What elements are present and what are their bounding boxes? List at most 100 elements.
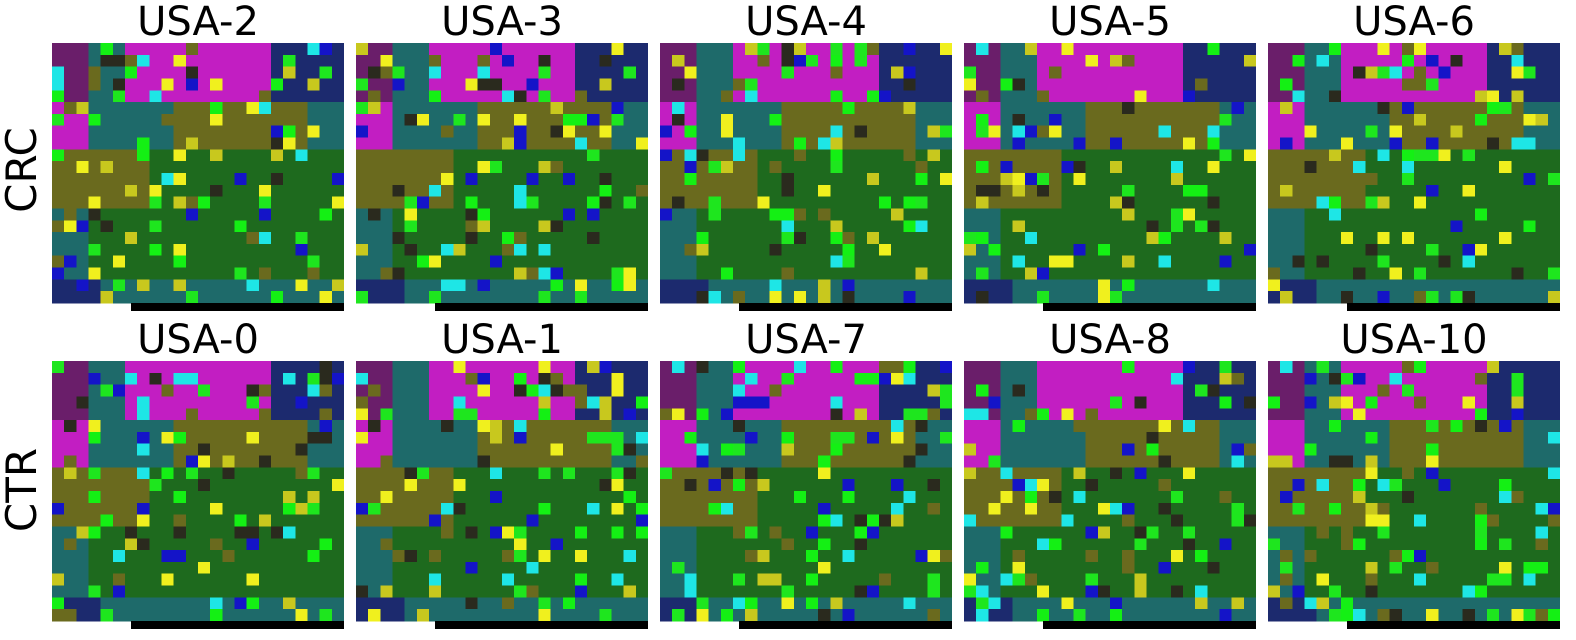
heatmap-cell <box>1110 361 1123 374</box>
heatmap-cell <box>173 43 187 56</box>
heatmap-cell <box>392 173 406 186</box>
heatmap-cell <box>818 255 831 269</box>
heatmap-cell <box>137 267 150 280</box>
heatmap-cell <box>404 420 418 433</box>
heatmap-cell <box>1024 255 1038 269</box>
heatmap-cell <box>502 184 515 198</box>
heatmap-cell <box>514 54 527 68</box>
heatmap-cell <box>1414 279 1427 292</box>
heatmap-cell <box>1037 78 1050 91</box>
heatmap-cell <box>1365 420 1379 433</box>
heatmap-cell <box>1219 372 1233 386</box>
heatmap-cell <box>733 243 746 257</box>
heatmap-cell <box>477 78 491 91</box>
heatmap-cell <box>404 78 418 91</box>
heatmap-cell <box>380 526 394 539</box>
heatmap-cell <box>331 420 344 433</box>
heatmap-cell <box>1316 78 1330 91</box>
heatmap-cell <box>331 66 344 80</box>
heatmap-cell <box>1024 491 1038 504</box>
heatmap-cell <box>1499 208 1512 221</box>
heatmap-cell <box>210 196 223 210</box>
heatmap-cell <box>538 431 552 445</box>
heatmap-cell <box>64 431 77 445</box>
heatmap-cell <box>988 372 1002 386</box>
heatmap-cell <box>52 255 65 269</box>
heatmap-cell <box>538 455 552 468</box>
heatmap-cell <box>1547 255 1560 269</box>
heatmap-cell <box>611 573 625 587</box>
heatmap-cell <box>258 125 272 139</box>
heatmap-cell <box>1450 43 1464 56</box>
heatmap-cell <box>1146 54 1160 68</box>
heatmap-cell <box>380 408 394 421</box>
heatmap-cell <box>502 502 515 516</box>
heatmap-cell <box>526 232 540 245</box>
heatmap-cell <box>76 66 90 80</box>
heatmap-cell <box>1170 78 1184 91</box>
heatmap-cell <box>1353 161 1366 174</box>
heatmap-cell <box>1024 149 1038 162</box>
panel-usa-10: USA-10 <box>1268 318 1560 630</box>
heatmap-cell <box>271 291 284 304</box>
heatmap-cell <box>1328 372 1342 386</box>
heatmap-cell <box>1122 455 1135 468</box>
heatmap-cell <box>112 408 126 421</box>
heatmap-cell <box>416 66 430 80</box>
heatmap-cell <box>149 279 163 292</box>
heatmap-cell <box>258 467 272 480</box>
heatmap-cell <box>1341 396 1354 409</box>
heatmap-cell <box>1061 479 1075 492</box>
heatmap-cell <box>1511 43 1525 56</box>
heatmap-cell <box>587 443 600 457</box>
heatmap-cell <box>502 173 515 186</box>
heatmap-cell <box>587 255 600 269</box>
heatmap-cell <box>271 243 284 257</box>
heatmap-cell <box>149 232 163 245</box>
heatmap-cell <box>392 113 406 127</box>
heatmap-cell <box>1231 408 1245 421</box>
heatmap-cell <box>1401 267 1415 280</box>
heatmap-cell <box>173 102 187 115</box>
heatmap-cell <box>879 408 892 421</box>
heatmap-cell <box>1377 243 1391 257</box>
heatmap-cell <box>587 125 600 139</box>
heatmap-cell <box>88 372 102 386</box>
heatmap-cell <box>1170 113 1184 127</box>
heatmap-cell <box>1170 467 1184 480</box>
heatmap-cell <box>234 573 248 587</box>
heatmap-cell <box>465 384 479 398</box>
heatmap-cell <box>453 243 467 257</box>
heatmap-cell <box>757 396 771 409</box>
heatmap-cell <box>1365 243 1379 257</box>
heatmap-cell <box>1304 184 1318 198</box>
heatmap-cell <box>903 90 917 103</box>
heatmap-cell <box>1243 550 1256 563</box>
heatmap-cell <box>137 502 150 516</box>
heatmap-cell <box>1547 173 1560 186</box>
heatmap-cell <box>1097 125 1111 139</box>
heatmap-cell <box>1487 196 1500 210</box>
heatmap-cell <box>112 479 126 492</box>
heatmap-cell <box>1158 431 1172 445</box>
heatmap-cell <box>307 538 321 551</box>
heatmap-cell <box>1146 291 1160 304</box>
heatmap-cell <box>100 255 114 269</box>
heatmap-cell <box>587 78 600 91</box>
heatmap-cell <box>745 43 758 56</box>
heatmap-cell <box>149 561 163 575</box>
heatmap-cell <box>1146 161 1160 174</box>
heatmap-cell <box>1523 102 1537 115</box>
heatmap-cell <box>307 443 321 457</box>
heatmap-cell <box>392 455 406 468</box>
heatmap-cell <box>453 526 467 539</box>
heatmap-cell <box>562 220 576 233</box>
heatmap-cell <box>380 372 394 386</box>
heatmap-cell <box>258 43 272 56</box>
heatmap-cell <box>672 526 685 539</box>
heatmap-cell <box>866 113 880 127</box>
heatmap-cell <box>1353 291 1366 304</box>
heatmap-cell <box>915 43 929 56</box>
heatmap-cell <box>185 255 199 269</box>
heatmap-cell <box>1243 243 1256 257</box>
